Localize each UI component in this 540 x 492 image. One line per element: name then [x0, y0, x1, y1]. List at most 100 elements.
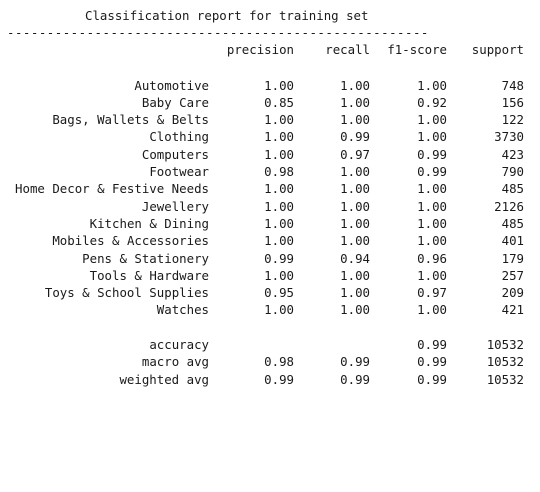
table-row: Mobiles & Accessories 1.00 1.00 1.00 401	[0, 232, 540, 249]
table-row: Tools & Hardware 1.00 1.00 1.00 257	[0, 267, 540, 284]
f1-score-value: 1.00	[417, 181, 447, 197]
recall-value: 0.94	[340, 250, 370, 266]
f1-score-value: 1.00	[417, 233, 447, 249]
precision-value: 1.00	[264, 302, 294, 318]
summary-label: weighted avg	[119, 371, 209, 387]
table-row: Watches 1.00 1.00 1.00 421	[0, 301, 540, 318]
support-value: 10532	[486, 337, 524, 352]
class-label: Baby Care	[141, 94, 209, 110]
class-label: Clothing	[149, 129, 209, 145]
table-row: Automotive 1.00 1.00 1.00 748	[0, 77, 540, 94]
class-label: Jewellery	[141, 198, 209, 214]
table-row: Jewellery 1.00 1.00 1.00 2126	[0, 198, 540, 215]
precision-value: 1.00	[264, 77, 294, 93]
support-value: 257	[501, 267, 524, 283]
header-recall: recall	[325, 42, 370, 57]
report-divider: ----------------------------------------…	[7, 25, 429, 40]
table-row: Baby Care 0.85 1.00 0.92 156	[0, 94, 540, 111]
f1-score-value: 1.00	[417, 112, 447, 128]
f1-score-value: 1.00	[417, 302, 447, 318]
class-label: Mobiles & Accessories	[52, 233, 209, 249]
f1-score-value: 0.99	[417, 337, 447, 352]
support-value: 401	[501, 233, 524, 249]
recall-value: 1.00	[340, 267, 370, 283]
summary-row-weighted-avg: weighted avg 0.99 0.99 0.99 10532	[0, 371, 540, 388]
support-value: 2126	[494, 198, 524, 214]
support-value: 122	[501, 112, 524, 128]
class-label: Watches	[156, 302, 209, 318]
precision-value: 0.99	[264, 250, 294, 266]
class-label: Tools & Hardware	[89, 267, 209, 283]
support-value: 485	[501, 215, 524, 231]
recall-value: 1.00	[340, 215, 370, 231]
class-label: Footwear	[149, 164, 209, 179]
summary-row-accuracy: accuracy 0.99 10532	[0, 336, 540, 353]
class-label: Home Decor & Festive Needs	[15, 181, 209, 197]
recall-value: 0.99	[340, 371, 370, 387]
support-value: 209	[501, 285, 524, 301]
recall-value: 0.99	[340, 354, 370, 370]
f1-score-value: 1.00	[417, 129, 447, 145]
class-label: Bags, Wallets & Belts	[52, 112, 209, 128]
header-row: precision recall f1-score support	[0, 41, 540, 58]
class-label: Automotive	[134, 77, 209, 93]
table-row: Kitchen & Dining 1.00 1.00 1.00 485	[0, 215, 540, 232]
support-value: 3730	[494, 129, 524, 145]
classification-report: Classification report for training set -…	[0, 8, 540, 388]
precision-value: 1.00	[264, 112, 294, 128]
precision-value: 1.00	[264, 181, 294, 197]
recall-value: 1.00	[340, 233, 370, 249]
table-row: Pens & Stationery 0.99 0.94 0.96 179	[0, 250, 540, 267]
f1-score-value: 0.99	[417, 371, 447, 387]
recall-value: 1.00	[340, 112, 370, 128]
support-value: 10532	[486, 354, 524, 370]
recall-value: 1.00	[340, 302, 370, 318]
f1-score-value: 0.97	[417, 285, 447, 301]
report-title: Classification report for training set	[85, 8, 369, 23]
precision-value: 0.95	[264, 285, 294, 301]
precision-value: 1.00	[264, 129, 294, 145]
precision-value: 0.98	[264, 354, 294, 370]
table-row: Toys & School Supplies 0.95 1.00 0.97 20…	[0, 284, 540, 301]
class-label: Pens & Stationery	[82, 250, 209, 266]
summary-row-macro-avg: macro avg 0.98 0.99 0.99 10532	[0, 353, 540, 370]
support-value: 10532	[486, 371, 524, 387]
recall-value: 1.00	[340, 164, 370, 179]
f1-score-value: 0.92	[417, 94, 447, 110]
recall-value: 1.00	[340, 285, 370, 301]
precision-value: 1.00	[264, 267, 294, 283]
precision-value: 1.00	[264, 233, 294, 249]
support-value: 748	[501, 77, 524, 93]
recall-value: 1.00	[340, 198, 370, 214]
support-value: 485	[501, 181, 524, 197]
support-value: 179	[501, 250, 524, 266]
header-support: support	[471, 42, 524, 57]
precision-value: 1.00	[264, 215, 294, 231]
table-row: Computers 1.00 0.97 0.99 423	[0, 146, 540, 163]
f1-score-value: 1.00	[417, 77, 447, 93]
summary-label: accuracy	[149, 337, 209, 352]
precision-value: 0.85	[264, 94, 294, 110]
table-row: Footwear 0.98 1.00 0.99 790	[0, 163, 540, 180]
summary-label: macro avg	[141, 354, 209, 370]
recall-value: 1.00	[340, 77, 370, 93]
support-value: 156	[501, 94, 524, 110]
f1-score-value: 0.99	[417, 164, 447, 179]
precision-value: 0.98	[264, 164, 294, 179]
table-row: Bags, Wallets & Belts 1.00 1.00 1.00 122	[0, 111, 540, 128]
f1-score-value: 1.00	[417, 198, 447, 214]
support-value: 421	[501, 302, 524, 318]
precision-value: 0.99	[264, 371, 294, 387]
class-label: Toys & School Supplies	[44, 285, 209, 301]
table-row: Clothing 1.00 0.99 1.00 3730	[0, 128, 540, 145]
f1-score-value: 1.00	[417, 267, 447, 283]
recall-value: 1.00	[340, 181, 370, 197]
table-row: Home Decor & Festive Needs 1.00 1.00 1.0…	[0, 180, 540, 197]
header-f1-score: f1-score	[387, 42, 447, 57]
class-label: Computers	[141, 146, 209, 162]
support-value: 790	[501, 164, 524, 179]
recall-value: 1.00	[340, 94, 370, 110]
precision-value: 1.00	[264, 146, 294, 162]
f1-score-value: 0.99	[417, 354, 447, 370]
class-label: Kitchen & Dining	[89, 215, 209, 231]
